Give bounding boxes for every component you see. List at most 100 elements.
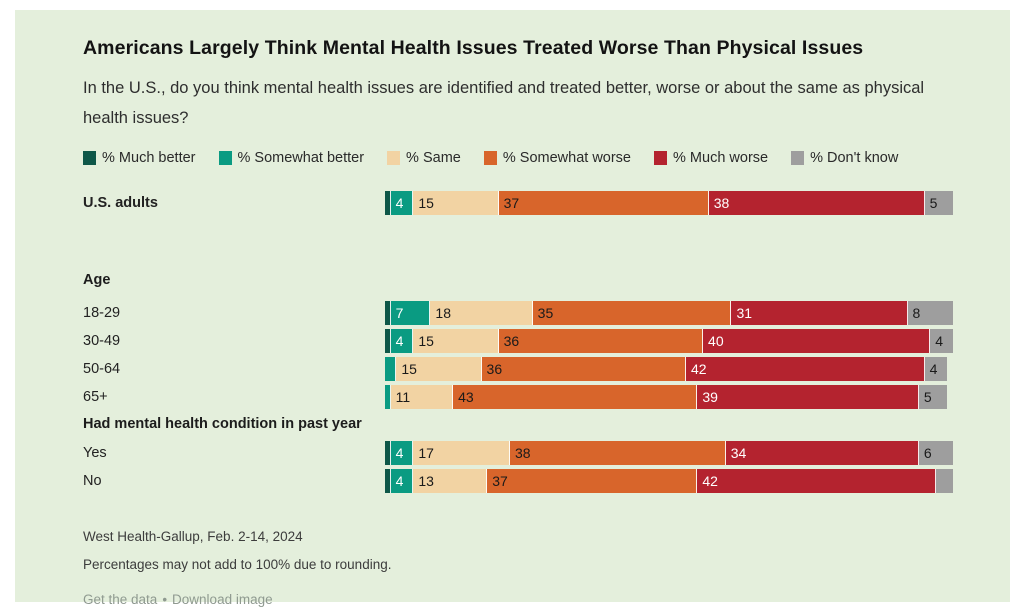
- legend-swatch-icon: [654, 151, 667, 165]
- bar-value-label: 4: [395, 195, 404, 211]
- bar-value-label: 43: [458, 389, 474, 405]
- bar-segment: [385, 385, 391, 409]
- bar-segment: 15: [396, 357, 482, 381]
- legend-item: % Much worse: [654, 150, 768, 166]
- bar-row: 30-49 4 15 36 40 4: [83, 329, 1010, 353]
- bar-segment: 38: [708, 191, 925, 215]
- bar-value-label: 4: [929, 361, 938, 377]
- row-label: 18-29: [83, 305, 121, 321]
- bar-value-label: 5: [929, 195, 938, 211]
- bar-segment: 7: [390, 301, 431, 325]
- bar-segment: 11: [390, 385, 454, 409]
- section-spacer: [83, 219, 1010, 248]
- legend-item: % Somewhat worse: [483, 150, 631, 166]
- bar-value-label: 18: [435, 305, 451, 321]
- bar-segment: 36: [498, 329, 704, 353]
- chart: U.S. adults 4 15 37 38 5 Age 18-29 7 18 35 31 8 30-49…: [83, 191, 1010, 493]
- bar-segment: 18: [430, 301, 533, 325]
- bar-value-label: 5: [923, 389, 932, 405]
- bar-segment: [385, 329, 391, 353]
- bar-segment: 36: [481, 357, 687, 381]
- bar-value-label: 38: [713, 195, 730, 211]
- legend-label: % Same: [406, 150, 461, 166]
- row-label: U.S. adults: [83, 195, 158, 211]
- bar-segment: 38: [509, 441, 726, 465]
- legend-swatch-icon: [387, 151, 401, 165]
- bar-segment: 4: [390, 469, 414, 493]
- bar-segment: 4: [390, 441, 414, 465]
- rounding-note: Percentages may not add to 100% due to r…: [83, 557, 392, 572]
- legend-item: % Same: [387, 150, 461, 166]
- bar-segment: 13: [413, 469, 488, 493]
- bar-segment: 42: [697, 469, 936, 493]
- bar-value-label: 6: [923, 445, 932, 461]
- bar-value-label: 4: [395, 473, 404, 489]
- bar-value-label: 11: [395, 389, 411, 405]
- bar-segment: 4: [924, 357, 948, 381]
- legend-swatch-icon: [83, 151, 96, 165]
- stacked-bar: 4 13 37 42: [385, 469, 953, 493]
- bar-value-label: 42: [691, 361, 707, 377]
- bar-value-label: 31: [736, 305, 753, 321]
- group-header: Age: [83, 272, 111, 288]
- bar-segment: 4: [390, 191, 414, 215]
- bar-value-label: 17: [418, 445, 434, 461]
- legend-swatch-icon: [218, 151, 232, 165]
- bar-segment: 8: [907, 301, 953, 325]
- bar-row: U.S. adults 4 15 37 38 5: [83, 191, 1010, 215]
- bar-value-label: 8: [912, 305, 921, 321]
- bar-value-label: 40: [708, 333, 724, 349]
- legend-label: % Much better: [102, 150, 196, 166]
- legend-swatch-icon: [483, 151, 497, 165]
- legend-label: % Somewhat better: [237, 150, 365, 166]
- bar-value-label: 37: [503, 195, 520, 211]
- bar-segment: 43: [453, 385, 698, 409]
- bar-value-label: 4: [395, 445, 404, 461]
- bar-segment: [385, 357, 397, 381]
- stacked-bar: 4 15 36 40 4: [385, 329, 953, 353]
- row-label: No: [83, 473, 102, 489]
- source-text: West Health-Gallup, Feb. 2-14, 2024: [83, 529, 303, 544]
- link-separator: •: [162, 592, 168, 607]
- bar-value-label: 42: [702, 473, 718, 489]
- bar-segment: 17: [413, 441, 510, 465]
- bar-value-label: 35: [537, 305, 554, 321]
- stacked-bar: 11 43 39 5: [385, 385, 953, 409]
- bar-segment: 15: [413, 329, 499, 353]
- stacked-bar: 15 36 42 4: [385, 357, 953, 381]
- chart-card: Americans Largely Think Mental Health Is…: [15, 10, 1010, 607]
- legend-label: % Don't know: [810, 150, 899, 166]
- bar-segment: 31: [731, 301, 908, 325]
- row-label: Yes: [83, 445, 107, 461]
- bar-value-label: 36: [503, 333, 520, 349]
- bar-row: 18-29 7 18 35 31 8: [83, 301, 1010, 325]
- bar-segment: [385, 441, 391, 465]
- get-the-data-link[interactable]: Get the data: [83, 592, 158, 607]
- legend-item: % Don't know: [791, 150, 898, 166]
- legend-item: % Somewhat better: [218, 150, 365, 166]
- bar-row: 50-64 15 36 42 4: [83, 357, 1010, 381]
- bar-segment: 5: [918, 385, 948, 409]
- bar-segment: [935, 469, 953, 493]
- bar-segment: 40: [703, 329, 931, 353]
- bar-segment: 34: [725, 441, 919, 465]
- stacked-bar: 7 18 35 31 8: [385, 301, 953, 325]
- legend: % Much better % Somewhat better % Same % So…: [83, 150, 1010, 166]
- chart-title: Americans Largely Think Mental Health Is…: [83, 37, 864, 59]
- row-label: 65+: [83, 389, 108, 405]
- bar-segment: 6: [918, 441, 953, 465]
- stacked-bar: 4 15 37 38 5: [385, 191, 953, 215]
- bar-segment: [385, 469, 391, 493]
- bar-segment: 4: [390, 329, 414, 353]
- bar-value-label: 15: [401, 361, 417, 377]
- bar-segment: 37: [498, 191, 709, 215]
- bar-row: 65+ 11 43 39 5: [83, 385, 1010, 409]
- bar-value-label: 15: [418, 333, 434, 349]
- bar-value-label: 37: [492, 473, 508, 489]
- bar-segment: [385, 301, 391, 325]
- bar-value-label: 39: [702, 389, 718, 405]
- bar-segment: 37: [487, 469, 698, 493]
- bar-value-label: 38: [514, 445, 531, 461]
- download-image-link[interactable]: Download image: [172, 592, 273, 607]
- bar-value-label: 36: [486, 361, 503, 377]
